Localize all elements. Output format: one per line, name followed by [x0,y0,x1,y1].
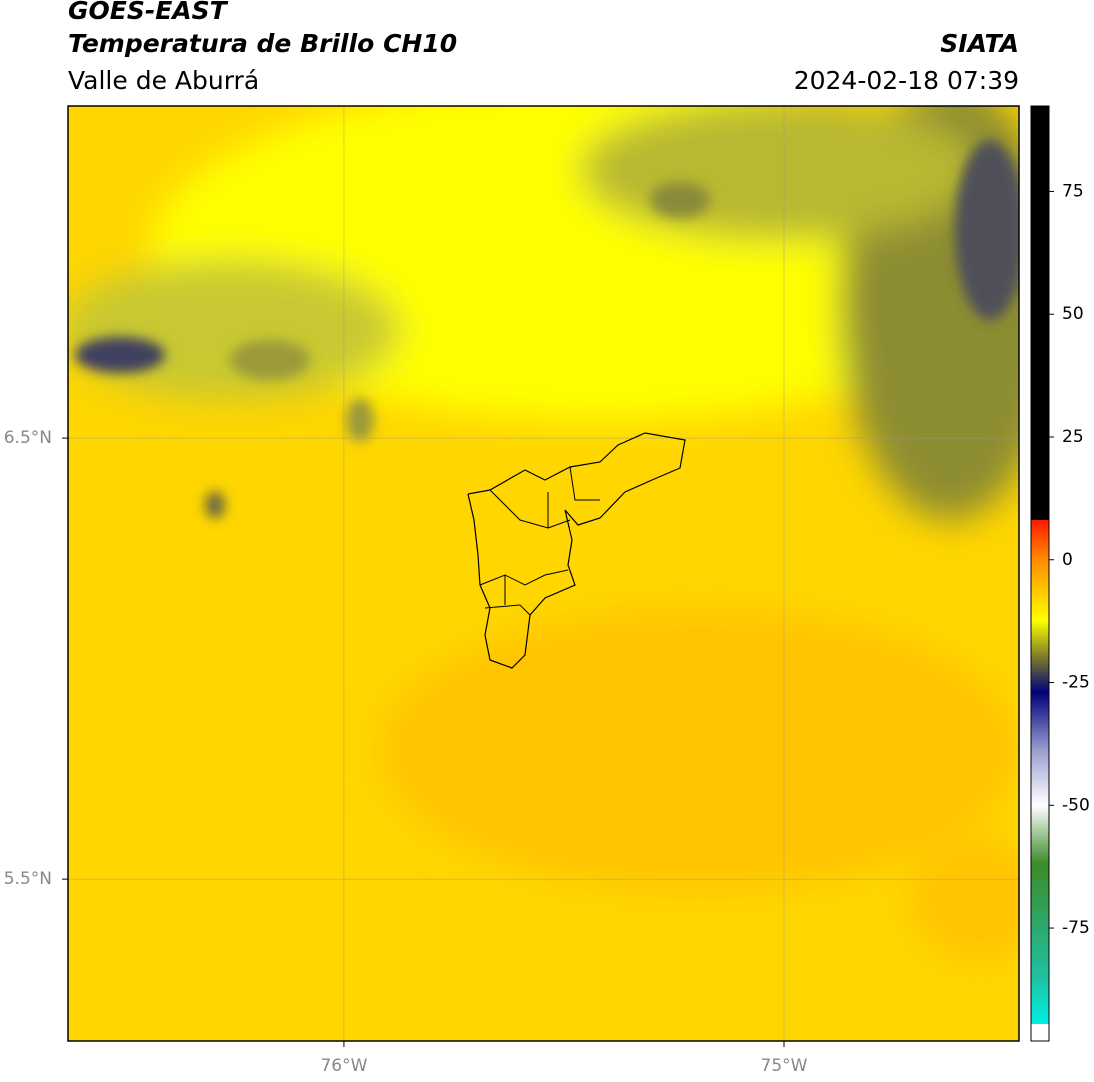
colorbar-label: 50 [1062,304,1084,324]
lat-label: 5.5°N [4,869,52,889]
title: GOES-EAST [68,0,229,25]
colorbar-label: 75 [1062,181,1084,201]
region: Valle de Aburrá [68,66,259,95]
valley-boundary [467,432,686,669]
colorbar-label: -50 [1062,795,1090,815]
satellite-field [68,106,1019,1041]
lat-label: 6.5°N [4,428,52,448]
datetime: 2024-02-18 07:39 [794,66,1019,95]
colorbar-label: 0 [1062,550,1073,570]
lon-label: 76°W [320,1056,367,1076]
colorbar [1030,105,1050,1042]
map-frame [67,105,1020,1042]
municipal-boundaries [479,466,600,616]
lon-label: 75°W [761,1056,808,1076]
subtitle: Temperatura de Brillo CH10 [68,29,457,58]
colorbar-label: 25 [1062,427,1084,447]
colorbar-label: -75 [1062,918,1090,938]
colorbar-label: -25 [1062,673,1090,693]
source: SIATA [940,29,1019,58]
graticule [68,106,1019,1041]
